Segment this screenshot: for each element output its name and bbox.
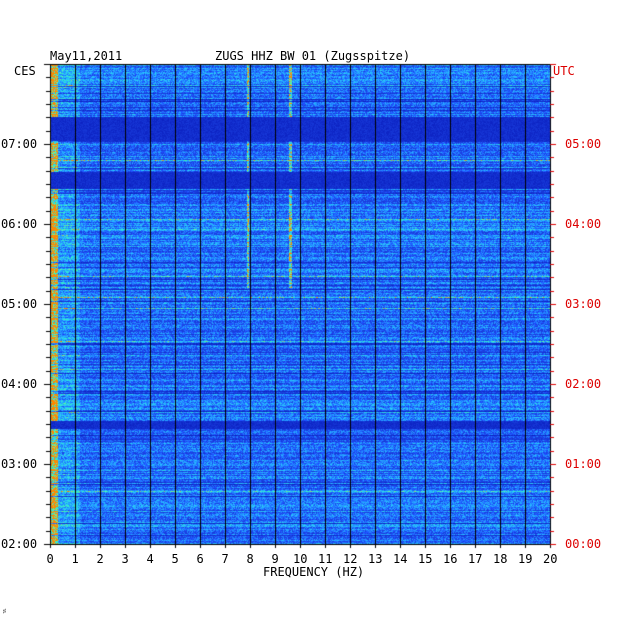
x-tick-label: 13 (368, 552, 383, 566)
x-tick-label: 6 (196, 552, 204, 566)
left-y-tick-label: 07:00 (1, 137, 38, 151)
x-tick-label: 16 (443, 552, 458, 566)
x-tick-label: 0 (46, 552, 54, 566)
left-y-tick-label: 05:00 (1, 297, 38, 311)
footer-mark: ♯ (2, 607, 7, 616)
right-y-tick-label: 05:00 (565, 137, 602, 151)
x-tick-label: 19 (518, 552, 533, 566)
x-tick-label: 12 (343, 552, 358, 566)
right-y-tick-label: 03:00 (565, 297, 602, 311)
right-y-tick-label: 01:00 (565, 457, 602, 471)
right-timezone-label: UTC (553, 64, 575, 78)
x-tick-label: 1 (71, 552, 79, 566)
left-y-tick-label: 06:00 (1, 217, 38, 231)
x-tick-label: 5 (171, 552, 179, 566)
chart-title: ZUGS HHZ BW 01 (Zugsspitze) (215, 49, 411, 63)
x-tick-label: 4 (146, 552, 154, 566)
x-tick-label: 2 (96, 552, 104, 566)
left-timezone-label: CES (14, 64, 36, 78)
x-tick-label: 3 (121, 552, 129, 566)
x-tick-label: 8 (246, 552, 254, 566)
x-tick-label: 14 (393, 552, 408, 566)
date-label: May11,2011 (50, 49, 123, 63)
x-tick-label: 9 (271, 552, 279, 566)
x-tick-label: 10 (293, 552, 308, 566)
right-y-tick-label: 00:00 (565, 537, 602, 551)
x-tick-label: 17 (468, 552, 483, 566)
x-tick-label: 15 (418, 552, 433, 566)
left-y-tick-label: 03:00 (1, 457, 38, 471)
x-tick-label: 11 (318, 552, 333, 566)
x-tick-label: 7 (221, 552, 229, 566)
x-tick-label: 18 (493, 552, 508, 566)
x-tick-label: 20 (543, 552, 558, 566)
left-y-tick-label: 02:00 (1, 537, 38, 551)
right-y-tick-label: 04:00 (565, 217, 602, 231)
left-y-tick-label: 04:00 (1, 377, 38, 391)
x-axis-label: FREQUENCY (HZ) (263, 565, 365, 579)
right-y-tick-label: 02:00 (565, 377, 602, 391)
